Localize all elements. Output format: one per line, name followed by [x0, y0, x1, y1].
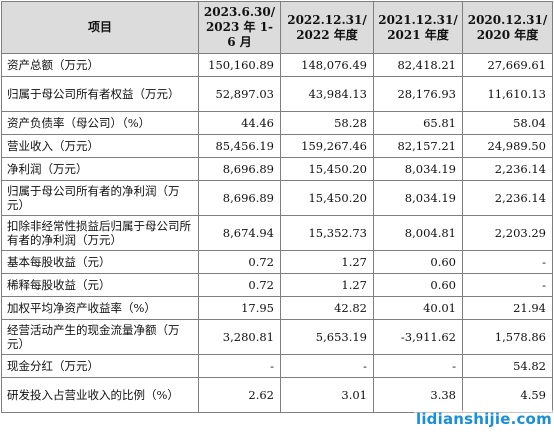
row-value: 58.28 [280, 111, 374, 135]
row-value: 8,696.89 [198, 157, 281, 181]
table-row: 加权平均净资产收益率（%） 17.95 42.82 40.01 21.94 [1, 296, 553, 320]
row-value: 0.60 [373, 273, 463, 297]
row-label: 扣除非经常性损益后归属于母公司所有者的净利润（万元） [1, 215, 199, 251]
row-value: 1.27 [280, 273, 374, 297]
row-value: 159,267.46 [280, 134, 374, 158]
table-row: 稀释每股收益（元） 0.72 1.27 0.60- [1, 273, 553, 297]
watermark-text: lidianshijie.com [414, 410, 554, 428]
row-value: 52,897.03 [198, 76, 281, 112]
financial-summary-table: 项目 2023.6.30/ 2023 年 1-6 月 2022.12.31/ 2… [1, 1, 553, 413]
row-label: 研发投入占营业收入的比例（%） [1, 377, 199, 413]
row-value: 43,984.13 [280, 76, 374, 112]
row-value: - [373, 354, 463, 378]
row-value: 2,236.14 [462, 180, 553, 216]
row-value: - [462, 273, 553, 297]
row-value: 65.81 [373, 111, 463, 135]
header-2020: 2020.12.31/ 2020 年度 [462, 1, 553, 54]
row-value: 8,034.19 [373, 180, 463, 216]
row-value: 40.01 [373, 296, 463, 320]
row-label: 净利润（万元） [1, 157, 199, 181]
row-value: 2,203.29 [462, 215, 553, 251]
row-value: 28,176.93 [373, 76, 463, 112]
row-value: 3.01 [280, 377, 374, 413]
row-value: 8,034.19 [373, 157, 463, 181]
row-value: 58.04 [462, 111, 553, 135]
row-label: 加权平均净资产收益率（%） [1, 296, 199, 320]
row-value: 85,456.19 [198, 134, 281, 158]
row-label: 稀释每股收益（元） [1, 273, 199, 297]
row-value: 42.82 [280, 296, 374, 320]
row-value: 27,669.61 [462, 53, 553, 77]
row-label: 资产负债率（母公司）（%） [1, 111, 199, 135]
row-value: 15,450.20 [280, 180, 374, 216]
row-label: 经营活动产生的现金流量净额（万元） [1, 319, 199, 355]
row-value: 1.27 [280, 250, 374, 274]
row-value: 21.94 [462, 296, 553, 320]
row-value: 148,076.49 [280, 53, 374, 77]
row-label: 基本每股收益（元） [1, 250, 199, 274]
table-row: 归属于母公司所有者的净利润（万元） 8,696.89 15,450.20 8,034.… [1, 180, 553, 216]
table-row: 资产总额（万元） 150,160.89 148,076.49 82,418.21 27,… [1, 53, 553, 77]
row-label: 资产总额（万元） [1, 53, 199, 77]
row-value: 3.38 [373, 377, 463, 413]
row-value: 3,280.81 [198, 319, 281, 355]
row-value: 8,004.81 [373, 215, 463, 251]
row-label: 归属于母公司所有者权益（万元） [1, 76, 199, 112]
row-label: 营业收入（万元） [1, 134, 199, 158]
table-header-row: 项目 2023.6.30/ 2023 年 1-6 月 2022.12.31/ 2… [1, 1, 553, 54]
row-value: 24,989.50 [462, 134, 553, 158]
row-value: - [462, 250, 553, 274]
row-value: 11,610.13 [462, 76, 553, 112]
table-row: 归属于母公司所有者权益（万元） 52,897.03 43,984.13 28,176.… [1, 76, 553, 112]
header-2021: 2021.12.31/ 2021 年度 [373, 1, 463, 54]
row-value: 4.59 [462, 377, 553, 413]
table-row: 经营活动产生的现金流量净额（万元） 3,280.81 5,653.19 -3,911.… [1, 319, 553, 355]
row-value: 0.72 [198, 250, 281, 274]
table-row: 净利润（万元） 8,696.89 15,450.20 8,034.19 2,236.14 [1, 157, 553, 181]
row-value: 44.46 [198, 111, 281, 135]
row-value: 5,653.19 [280, 319, 374, 355]
header-item: 项目 [1, 1, 199, 54]
row-value: 54.82 [462, 354, 553, 378]
row-value: 0.72 [198, 273, 281, 297]
row-value: -3,911.62 [373, 319, 463, 355]
row-value: 1,578.86 [462, 319, 553, 355]
table-row: 研发投入占营业收入的比例（%） 2.62 3.01 3.38 4.59 [1, 377, 553, 413]
row-value: 0.60 [373, 250, 463, 274]
table-row: 资产负债率（母公司）（%） 44.46 58.28 65.81 58.04 [1, 111, 553, 135]
table-row: 现金分红（万元） - - -54.82 [1, 354, 553, 378]
table-row: 基本每股收益（元） 0.72 1.27 0.60- [1, 250, 553, 274]
header-2023h1: 2023.6.30/ 2023 年 1-6 月 [198, 1, 281, 54]
header-2022: 2022.12.31/ 2022 年度 [280, 1, 374, 54]
row-value: 2.62 [198, 377, 281, 413]
table-row: 扣除非经常性损益后归属于母公司所有者的净利润（万元） 8,674.94 15,352… [1, 215, 553, 251]
row-value: 150,160.89 [198, 53, 281, 77]
row-value: 82,418.21 [373, 53, 463, 77]
row-value: 2,236.14 [462, 157, 553, 181]
row-value: 8,696.89 [198, 180, 281, 216]
row-value: - [198, 354, 281, 378]
row-value: 8,674.94 [198, 215, 281, 251]
row-value: 15,352.73 [280, 215, 374, 251]
row-value: 15,450.20 [280, 157, 374, 181]
row-label: 归属于母公司所有者的净利润（万元） [1, 180, 199, 216]
table-row: 营业收入（万元） 85,456.19 159,267.46 82,157.21 24,9… [1, 134, 553, 158]
row-label: 现金分红（万元） [1, 354, 199, 378]
row-value: - [280, 354, 374, 378]
row-value: 17.95 [198, 296, 281, 320]
row-value: 82,157.21 [373, 134, 463, 158]
